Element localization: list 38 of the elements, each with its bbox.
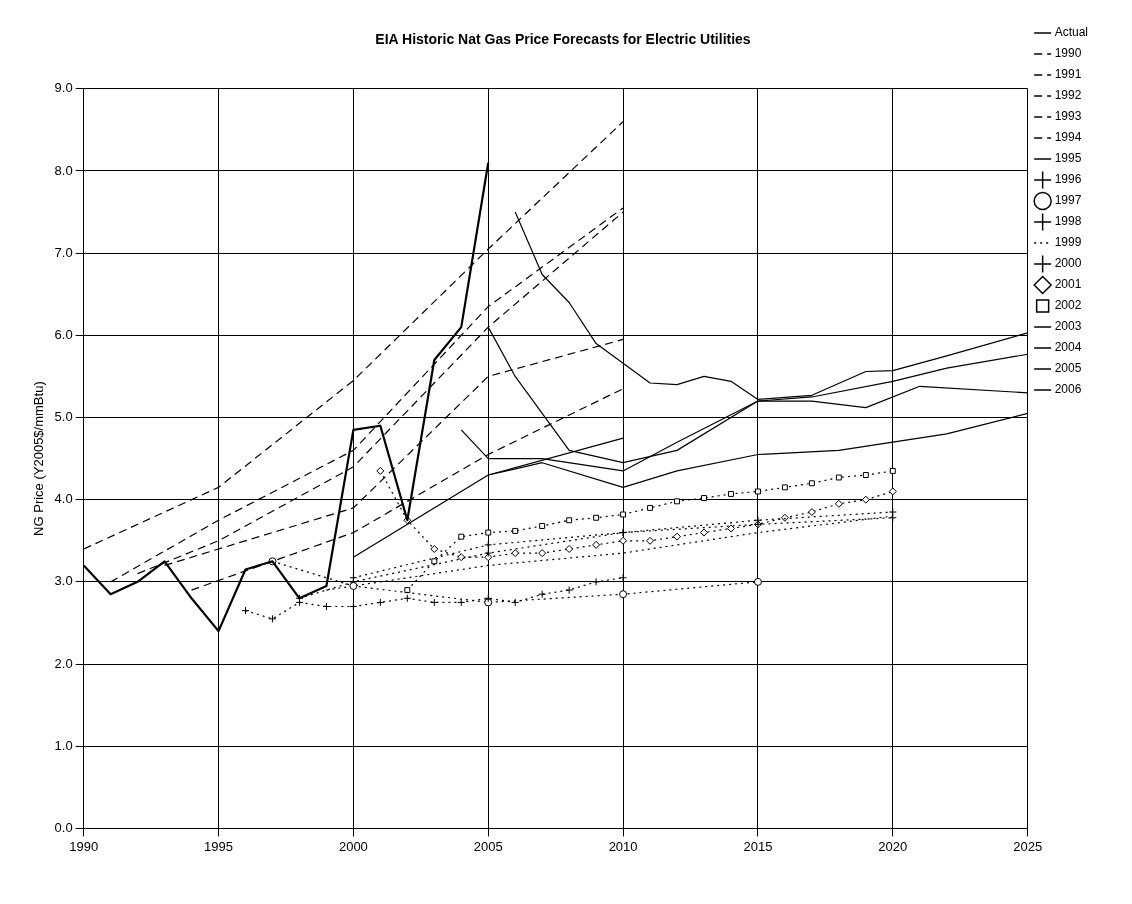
y-tick-label: 0.0: [54, 819, 73, 835]
legend-label: Actual: [1054, 25, 1089, 40]
legend-label: 1992: [1054, 88, 1082, 103]
x-tick-label: 2000: [338, 838, 368, 854]
x-tick-label: 1990: [69, 838, 99, 854]
legend-label: 1990: [1054, 46, 1082, 61]
legend-label: 2005: [1054, 361, 1082, 376]
y-tick-label: 7.0: [54, 244, 73, 260]
legend-label: 1999: [1054, 235, 1082, 250]
legend-label: 1994: [1054, 130, 1082, 145]
legend-label: 1995: [1054, 151, 1082, 166]
legend-label: 1997: [1054, 193, 1082, 208]
legend-label: 2004: [1054, 340, 1082, 355]
legend-label: 2002: [1054, 298, 1082, 313]
legend-label: 2001: [1054, 277, 1082, 292]
x-tick-label: 2005: [473, 838, 503, 854]
x-tick-label: 2010: [608, 838, 638, 854]
x-tick-label: 2025: [1013, 838, 1043, 854]
x-tick-label: 2015: [743, 838, 773, 854]
legend-label: 1993: [1054, 109, 1082, 124]
legend-label: 1998: [1054, 214, 1082, 229]
x-tick-label: 1995: [204, 838, 233, 854]
y-tick-label: 9.0: [54, 80, 73, 96]
legend-label: 1991: [1054, 67, 1082, 82]
chart-title: EIA Historic Nat Gas Price Forecasts for Electric Utilities: [375, 31, 751, 48]
y-tick-label: 6.0: [54, 326, 73, 342]
legend-label: 2006: [1054, 382, 1082, 397]
legend-label: 2003: [1054, 319, 1082, 334]
y-tick-label: 3.0: [54, 573, 73, 589]
y-tick-label: 1.0: [54, 737, 73, 753]
y-tick-label: 8.0: [54, 162, 73, 178]
legend-label: 1996: [1054, 172, 1082, 187]
x-tick-label: 2020: [878, 838, 908, 854]
y-axis-title: NG Price (Y2005$/mmBtu): [31, 381, 47, 536]
legend-label: 2000: [1054, 256, 1082, 271]
y-tick-label: 2.0: [54, 655, 73, 671]
y-tick-label: 4.0: [54, 491, 73, 507]
y-tick-label: 5.0: [54, 409, 73, 425]
